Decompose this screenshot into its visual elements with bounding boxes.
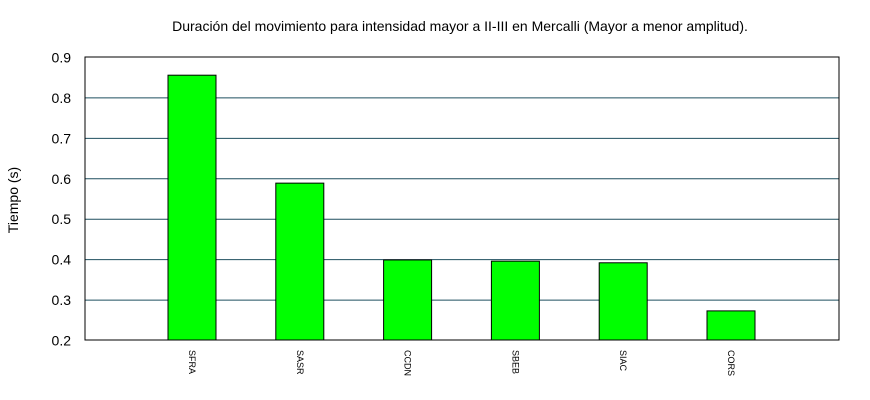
y-tick-label: 0.9 (52, 50, 72, 66)
bar-sbeb (490, 260, 540, 341)
y-tick-label: 0.7 (52, 130, 72, 146)
y-tick-label: 0.2 (52, 333, 72, 349)
x-tick-label: SFRA (187, 350, 197, 374)
y-tick-label: 0.5 (52, 211, 72, 227)
bar-sasr (275, 182, 325, 341)
chart-title: Duración del movimiento para intensidad … (172, 18, 748, 34)
y-tick-label: 0.4 (52, 252, 72, 268)
bar-siac (598, 262, 648, 341)
bars (167, 74, 756, 341)
bar-ccdn (383, 259, 433, 341)
y-tick-label: 0.3 (52, 292, 72, 308)
y-tick-label: 0.6 (52, 171, 72, 187)
plot-frame (84, 56, 840, 341)
y-axis-label: Tiempo (s) (5, 167, 21, 233)
x-axis-ticks: SFRA SASR CCDN SBEB SIAC CORS (187, 350, 736, 376)
x-tick-label: SASR (295, 350, 305, 375)
x-tick-label: SIAC (618, 350, 628, 372)
bar-sfra (167, 74, 217, 341)
x-tick-label: CORS (726, 350, 736, 376)
y-tick-label: 0.8 (52, 90, 72, 106)
bar-cors (706, 310, 756, 341)
x-tick-label: SBEB (510, 350, 520, 374)
y-axis-ticks: 0.2 0.3 0.4 0.5 0.6 0.7 0.8 0.9 (52, 50, 72, 349)
x-tick-label: CCDN (403, 350, 413, 376)
